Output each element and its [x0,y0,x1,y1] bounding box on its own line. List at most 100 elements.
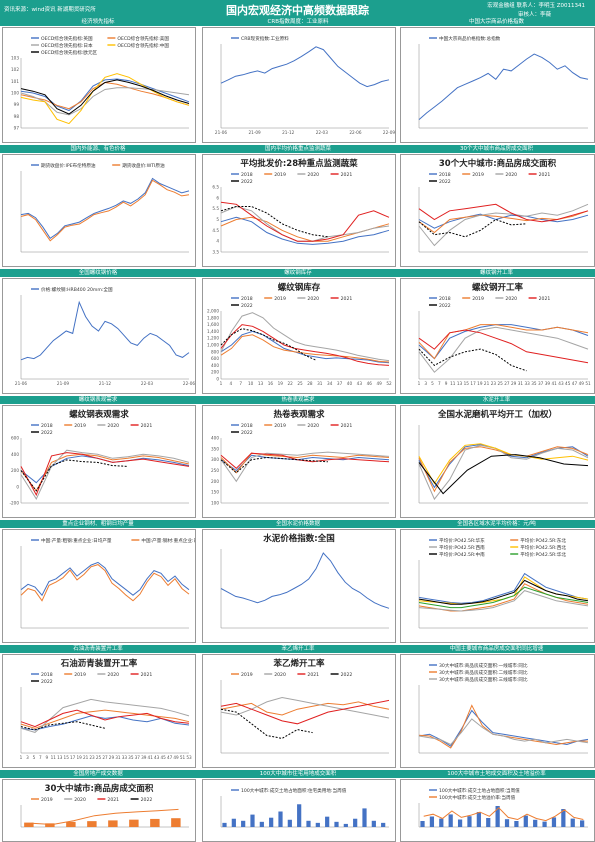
legend-label: 2020 [307,172,319,178]
x-tick-label: 49 [173,755,179,760]
legend-label: 2022 [41,679,53,685]
section-title: 螺纹钢表观需求 [78,397,118,403]
section-title: 经济领先指标 [81,19,115,25]
x-tick-label: 7 [239,381,242,386]
series-line [20,87,190,116]
series-line [418,579,589,605]
series-line [220,324,390,366]
x-tick-label: 11 [51,755,57,760]
legend-label: 30大中城市:商品房成交面积:三线城市:同比 [439,676,528,683]
series-line [220,206,328,238]
legend-label: 30大中城市:商品房成交面积:一线城市:同比 [439,662,528,669]
y-tick-label: 2,000 [207,309,219,314]
x-tick-label: 34 [327,381,333,386]
series-line [220,46,390,88]
x-tick-label: 22-06 [183,381,195,386]
legend-label: 2018 [241,172,253,178]
series-line [20,561,190,597]
y-tick-label: 0 [16,484,19,489]
y-tick-label: 101 [11,79,19,84]
x-tick-label: 5 [33,755,36,760]
chart-panel: 螺纹钢表观需求 2018 2019 2020 2021 2022 -200 0 200 400 60… [2,405,196,518]
chart-svg: 平均批发价:28种重点监测蔬菜 2018 2019 2020 2021 2022 3.5 4 4… [212,158,390,255]
contact-info: 宏观金融组 联系人：李明玉 Z0011341 [487,3,585,9]
bar [269,817,274,827]
x-tick-label: 27 [102,755,108,760]
series-line [20,300,190,361]
legend-label: 2022 [341,672,353,678]
x-tick-label: 19 [278,381,284,386]
chart-panel: OECD综合领先指标:英国 OECD综合领先指标:美国 OECD综合领先指标:日本 O… [2,27,196,143]
section-title: 100大中城市住宅用地成交面积 [259,771,337,777]
x-tick-label: 3 [26,755,29,760]
legend-label: OECD综合领先指标:美国 [117,35,169,42]
legend-label: 平均价:PO42.5R:西南 [439,544,485,551]
x-tick-label: 35 [531,381,537,386]
legend-label: 2019 [74,423,86,429]
section-title: 100大中城市土地成交面积及土地溢价率 [447,771,546,777]
y-tick-label: 200 [11,468,19,473]
legend-label: 2022 [141,797,153,803]
x-tick-label: 33 [524,381,530,386]
x-tick-label: 7 [39,755,42,760]
section-title: CRB指数周度：工业原料 [267,19,329,25]
legend-label: 2018 [241,423,253,429]
section-title: 螺纹钢开工率 [479,270,513,276]
legend-label: OECD综合领先指标:欧元区 [41,49,98,56]
chart-svg: 螺纹钢表观需求 2018 2019 2020 2021 2022 -200 0 200 400 60… [9,409,190,506]
y-tick-label: 103 [11,56,19,61]
x-tick-label: 47 [572,381,578,386]
x-tick-label: 16 [268,381,274,386]
x-tick-label: 13 [258,381,264,386]
legend-label: 2021 [141,672,153,678]
bar [467,816,472,827]
chart-svg: 全国水泥磨机平均开工（加权） [418,409,589,504]
chart-panel: 价格:螺纹钢:HRB400 20mm:全国 21-06 21-09 21-12 22-0… [2,278,196,394]
x-tick-label: 22-09 [383,130,395,135]
x-tick-label: 21-06 [215,130,228,135]
series-line [418,443,589,489]
x-tick-label: 22-03 [316,130,329,135]
series-line [20,709,190,729]
series-line [220,452,390,469]
y-tick-label: 600 [211,356,219,361]
header-banner: 资讯来源：wind资讯 新湖期货研究所 国内宏观经济中高频数据跟踪 宏观金融组 … [0,0,595,18]
series-line [20,459,128,492]
series-line [20,79,190,115]
x-tick-label: 15 [464,381,470,386]
chart-panel: 平均价:PO42.5R:华东 平均价:PO42.5R:东北 平均价:PO42.5R:… [400,529,595,643]
x-tick-label: 27 [504,381,510,386]
series-line [418,218,527,238]
x-tick-label: 25 [96,755,102,760]
x-tick-label: 49 [579,381,585,386]
section-title: 全国水泥价格数据 [275,521,320,527]
x-tick-label: 21-09 [249,130,262,135]
series-line [418,203,589,223]
legend-label: 2022 [439,303,451,309]
legend-label: 2019 [41,797,53,803]
x-tick-label: 17 [70,755,76,760]
chart-title: 苯乙烯开工率 [272,658,325,669]
chart-title: 30个大中城市:商品房成交面积 [439,158,557,169]
legend-label: 2018 [41,423,53,429]
chart-panel: 石油沥青装置开工率 2018 2019 2020 2021 2022 1 3 5 7 9 11 13 15… [2,654,196,768]
bar [514,821,519,827]
chart-title: 螺纹钢开工率 [472,282,524,293]
x-tick-label: 33 [122,755,128,760]
x-tick-label: 28 [307,381,313,386]
legend-label: 2020 [107,423,119,429]
series-line [220,456,328,474]
bar [457,819,463,827]
x-tick-label: 31 [518,381,524,386]
legend-label: 30大中城市:商品房成交面积:二线城市:同比 [439,669,528,676]
bar [504,819,510,827]
section-bar: 重点企业钢材、粗钢日均产量 全国水泥价格数据 全国各区域水泥平均价格：元/吨 [0,520,595,528]
chart-title: 螺纹钢库存 [278,282,321,293]
bar [306,820,311,827]
x-tick-label: 37 [337,381,343,386]
series-line [220,701,390,716]
bar [171,818,181,827]
legend-label: 2019 [472,172,484,178]
x-tick-label: 23 [89,755,95,760]
